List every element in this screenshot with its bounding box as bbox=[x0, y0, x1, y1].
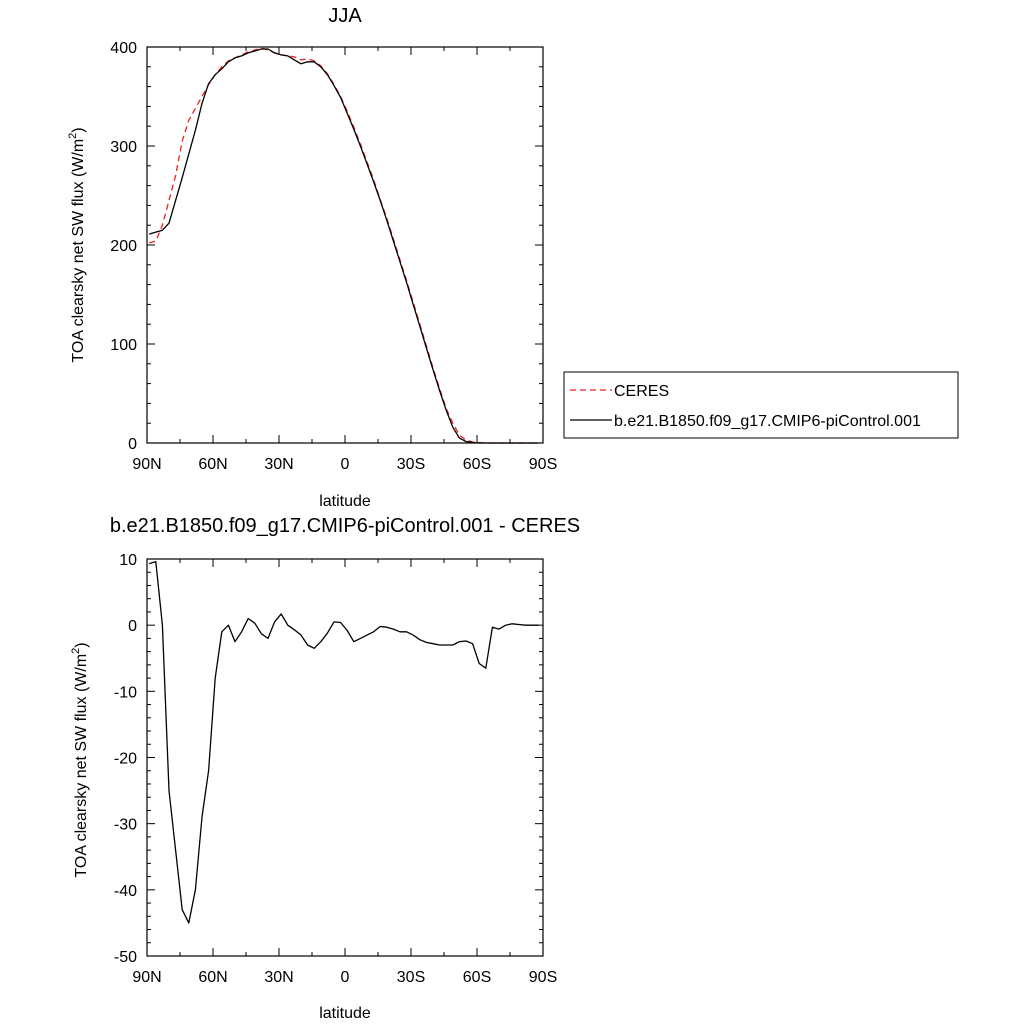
x-tick-label: 90N bbox=[132, 456, 161, 473]
top-y-axis-label: TOA clearsky net SW flux (W/m2) bbox=[67, 127, 87, 362]
legend: CERES b.e21.B1850.f09_g17.CMIP6-piContro… bbox=[563, 371, 959, 439]
y-tick-label: 100 bbox=[110, 337, 137, 354]
bottom-y-axis-label: TOA clearsky net SW flux (W/m2) bbox=[70, 642, 90, 877]
legend-model-label: b.e21.B1850.f09_g17.CMIP6-piControl.001 bbox=[614, 413, 921, 430]
y-tick-label: -50 bbox=[114, 949, 137, 966]
x-tick-label: 30S bbox=[397, 456, 425, 473]
y-tick-label: -20 bbox=[114, 751, 137, 768]
bottom-panel: b.e21.B1850.f09_g17.CMIP6-piControl.001 … bbox=[70, 515, 580, 1022]
x-tick-label: 90N bbox=[132, 969, 161, 986]
x-tick-label: 60N bbox=[198, 456, 227, 473]
x-tick-label: 60S bbox=[463, 456, 491, 473]
plot-frame bbox=[146, 558, 544, 957]
x-tick-label: 60N bbox=[198, 969, 227, 986]
series-line-model bbox=[149, 560, 539, 924]
y-tick-label: -40 bbox=[114, 883, 137, 900]
top-panel: JJA latitude TOA clearsky net SW flux (W… bbox=[67, 5, 557, 510]
x-tick-label: 90S bbox=[529, 456, 557, 473]
y-tick-label: 0 bbox=[128, 618, 137, 635]
series-line-model bbox=[149, 48, 539, 444]
legend-ceres-label: CERES bbox=[614, 383, 669, 400]
top-x-axis-label: latitude bbox=[319, 493, 371, 510]
y-tick-label: 400 bbox=[110, 40, 137, 57]
x-tick-label: 30N bbox=[264, 456, 293, 473]
y-tick-label: -10 bbox=[114, 684, 137, 701]
y-tick-label: 10 bbox=[119, 552, 137, 569]
legend-box bbox=[563, 371, 959, 439]
x-tick-label: 90S bbox=[529, 969, 557, 986]
x-tick-label: 30N bbox=[264, 969, 293, 986]
top-chart-title: JJA bbox=[328, 5, 362, 27]
y-tick-label: 0 bbox=[128, 436, 137, 453]
x-tick-label: 0 bbox=[341, 969, 350, 986]
y-tick-label: 300 bbox=[110, 139, 137, 156]
x-tick-label: 60S bbox=[463, 969, 491, 986]
x-tick-label: 30S bbox=[397, 969, 425, 986]
x-tick-label: 0 bbox=[341, 456, 350, 473]
bottom-x-axis-label: latitude bbox=[319, 1005, 371, 1022]
bottom-chart-title: b.e21.B1850.f09_g17.CMIP6-piControl.001 … bbox=[110, 515, 580, 537]
series-line-ceres bbox=[149, 47, 539, 444]
y-tick-label: -30 bbox=[114, 817, 137, 834]
y-tick-label: 200 bbox=[110, 238, 137, 255]
